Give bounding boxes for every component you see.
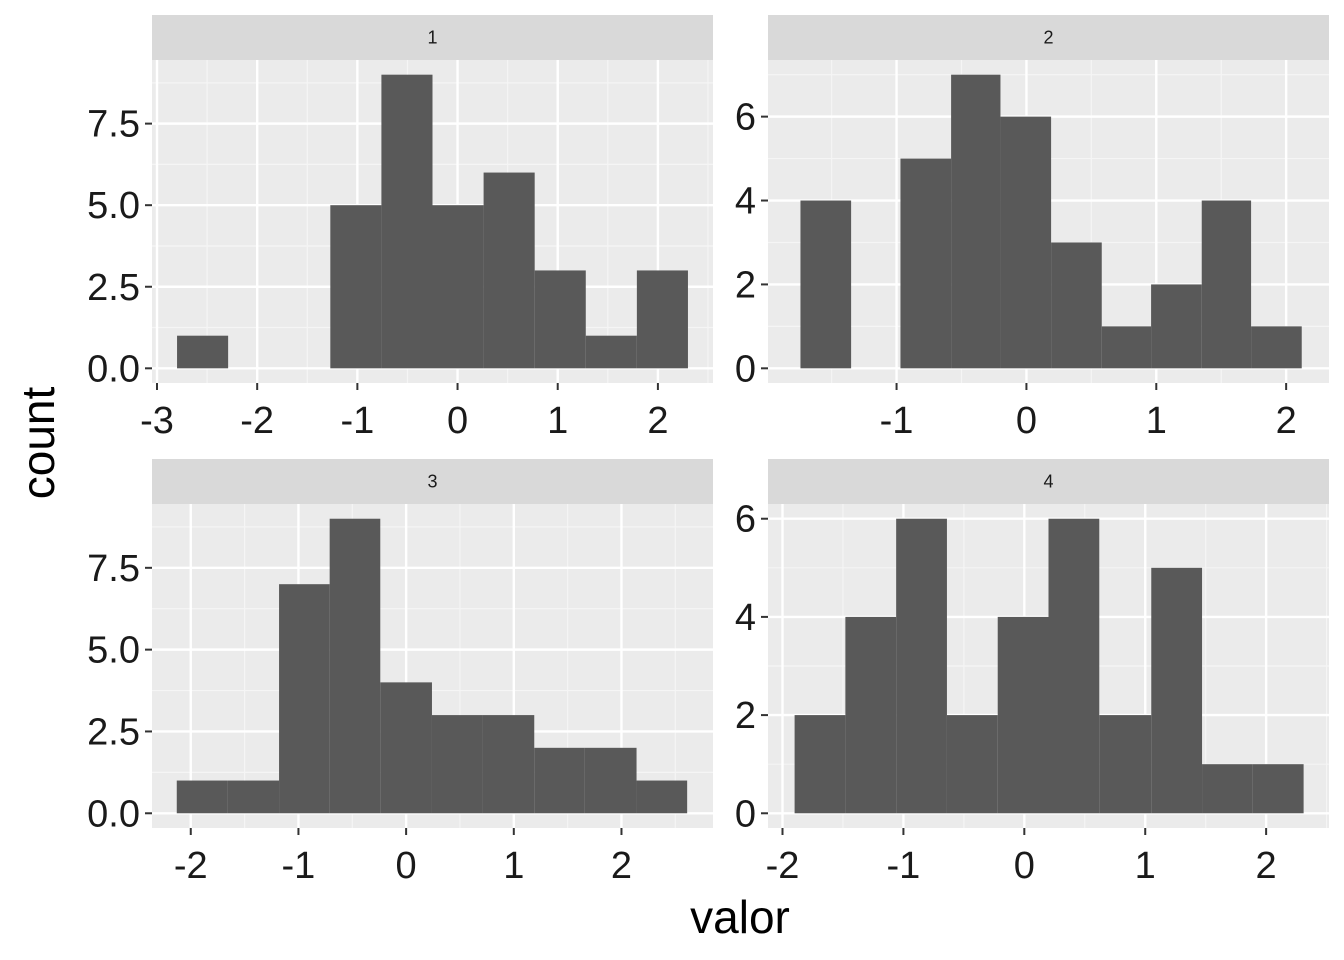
facet-4-histogram-bar	[997, 616, 1049, 814]
facet-3-histogram-bar	[227, 780, 280, 814]
facet-1-strip	[152, 15, 713, 60]
facet-3-histogram-bar	[279, 584, 330, 814]
facet-2-y-tick-label: 0	[735, 348, 756, 390]
facet-1-y-tick-label: 7.5	[87, 104, 140, 146]
facet-1-x-tick-label: -1	[340, 400, 374, 442]
facet-3-histogram-bar	[636, 780, 688, 814]
facet-4-x-tick-label: 1	[1135, 845, 1156, 887]
facet-1-strip-label: 1	[427, 28, 437, 48]
facet-1-x-tick-label: 1	[547, 400, 568, 442]
facet-2-histogram-bar	[1051, 242, 1102, 369]
facet-4-x-tick-label: -2	[766, 845, 800, 887]
facet-1-x-tick-label: 2	[647, 400, 668, 442]
facet-1-histogram-bar	[330, 205, 382, 369]
facet-1-histogram-bar	[636, 270, 688, 369]
facet-2-x-tick-label: -1	[880, 400, 914, 442]
facet-4-y-tick-label: 0	[735, 793, 756, 835]
facet-3-histogram-bar	[482, 715, 535, 814]
facet-4-histogram-bar	[845, 616, 897, 814]
x-axis-title: valor	[690, 891, 790, 943]
facet-2-strip-label: 2	[1043, 28, 1053, 48]
facet-3-x-tick-label: -2	[174, 845, 208, 887]
facet-2-y-tick-label: 4	[735, 181, 756, 223]
facet-3-histogram-bar	[431, 715, 483, 814]
facet-3-histogram-bar	[176, 780, 228, 814]
facet-1-y-tick-label: 0.0	[87, 348, 140, 390]
facet-2-y-tick-label: 2	[735, 264, 756, 306]
facet-2-x-tick-label: 0	[1016, 400, 1037, 442]
facet-3-histogram-bar	[329, 518, 381, 814]
facet-4-histogram-bar	[794, 715, 846, 814]
facet-3-x-tick-label: -1	[282, 845, 316, 887]
facet-4-x-tick-label: -1	[887, 845, 921, 887]
facet-1-y-tick-label: 5.0	[87, 185, 140, 227]
y-axis-title: count	[12, 387, 64, 500]
facet-3-histogram-bar	[380, 682, 432, 814]
facet-3-strip	[152, 459, 713, 504]
facet-4-strip	[768, 459, 1329, 504]
facet-2-strip	[768, 15, 1329, 60]
facet-2-histogram-bar	[951, 74, 1001, 369]
facet-3-histogram-bar	[534, 747, 585, 814]
facet-2-x-tick-label: 2	[1276, 400, 1297, 442]
facet-2-histogram-bar	[900, 158, 952, 369]
facet-1-histogram-bar	[177, 335, 229, 369]
facet-3-y-tick-label: 5.0	[87, 630, 140, 672]
facet-1-histogram-bar	[432, 205, 484, 369]
facet-2-histogram-bar	[800, 200, 852, 369]
facet-3-x-tick-label: 1	[503, 845, 524, 887]
facet-3-x-tick-label: 2	[611, 845, 632, 887]
facet-1-x-tick-label: -2	[240, 400, 274, 442]
facet-4-y-tick-label: 4	[735, 597, 756, 639]
facet-1-x-tick-label: -3	[140, 400, 174, 442]
facet-2-histogram-bar	[1151, 284, 1202, 369]
facet-4-histogram-bar	[1048, 518, 1100, 814]
facet-1-histogram-bar	[381, 74, 433, 369]
facet-1-y-tick-label: 2.5	[87, 267, 140, 309]
facet-2-x-tick-label: 1	[1146, 400, 1167, 442]
facet-3-histogram-bar	[584, 747, 637, 814]
facet-1-x-tick-label: 0	[447, 400, 468, 442]
facet-4-histogram-bar	[1151, 567, 1203, 814]
facet-2-histogram-bar	[1251, 326, 1302, 369]
facet-2-histogram-bar	[1101, 326, 1152, 369]
facet-4-histogram-bar	[946, 715, 998, 814]
facet-3-x-tick-label: 0	[396, 845, 417, 887]
facet-3-y-tick-label: 7.5	[87, 548, 140, 590]
facet-4-histogram-bar	[1202, 764, 1253, 814]
facet-2-y-tick-label: 6	[735, 97, 756, 139]
facet-3-y-tick-label: 0.0	[87, 793, 140, 835]
facet-4-y-tick-label: 2	[735, 695, 756, 737]
facet-4-histogram-bar	[896, 518, 947, 814]
facet-4-strip-label: 4	[1043, 472, 1053, 492]
facet-3-y-tick-label: 2.5	[87, 711, 140, 753]
facet-4-y-tick-label: 6	[735, 499, 756, 541]
facet-2-histogram-bar	[1000, 116, 1052, 369]
facet-4-x-tick-label: 2	[1256, 845, 1277, 887]
facet-3-strip-label: 3	[427, 472, 437, 492]
facet-1-histogram-bar	[534, 270, 586, 369]
facet-4-x-tick-label: 0	[1014, 845, 1035, 887]
facet-1-histogram-bar	[483, 172, 535, 369]
facet-2-histogram-bar	[1201, 200, 1252, 369]
facet-4-histogram-bar	[1099, 715, 1152, 814]
facet-4-histogram-bar	[1252, 764, 1304, 814]
facet-1-histogram-bar	[585, 335, 637, 369]
